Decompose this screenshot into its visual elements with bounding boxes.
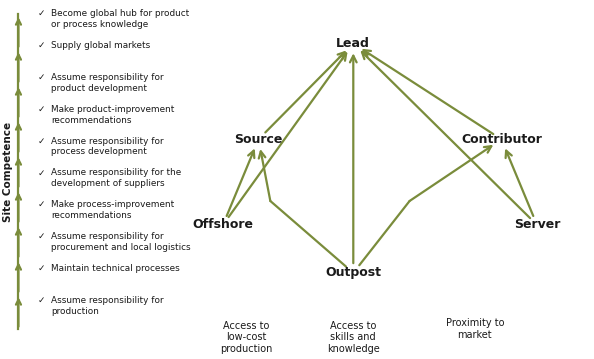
- Text: Assume responsibility for
product development: Assume responsibility for product develo…: [51, 73, 164, 93]
- Text: Supply global markets: Supply global markets: [51, 41, 150, 50]
- Text: Proximity to
market: Proximity to market: [446, 318, 504, 340]
- Text: Make product-improvement
recommendations: Make product-improvement recommendations: [51, 105, 175, 125]
- Text: Make process-improvement
recommendations: Make process-improvement recommendations: [51, 200, 174, 220]
- Text: Source: Source: [234, 133, 283, 146]
- Text: Access to
low-cost
production: Access to low-cost production: [220, 321, 273, 354]
- Text: ✓: ✓: [37, 296, 45, 305]
- Text: Maintain technical processes: Maintain technical processes: [51, 264, 180, 273]
- Text: ✓: ✓: [37, 137, 45, 146]
- Text: ✓: ✓: [37, 264, 45, 273]
- Text: ✓: ✓: [37, 232, 45, 241]
- Text: ✓: ✓: [37, 73, 45, 82]
- Text: ✓: ✓: [37, 41, 45, 50]
- Text: Assume responsibility for
procurement and local logistics: Assume responsibility for procurement an…: [51, 232, 191, 252]
- Text: Contributor: Contributor: [461, 133, 542, 146]
- Text: Assume responsibility for the
development of suppliers: Assume responsibility for the developmen…: [51, 168, 181, 188]
- Text: Access to
skills and
knowledge: Access to skills and knowledge: [327, 321, 380, 354]
- Text: ✓: ✓: [37, 9, 45, 18]
- Text: Become global hub for product
or process knowledge: Become global hub for product or process…: [51, 9, 189, 29]
- Text: Offshore: Offshore: [192, 219, 254, 232]
- Text: Assume responsibility for
process development: Assume responsibility for process develo…: [51, 137, 164, 157]
- Text: Site Competence: Site Competence: [4, 122, 14, 222]
- Text: Assume responsibility for
production: Assume responsibility for production: [51, 296, 164, 316]
- Text: ✓: ✓: [37, 200, 45, 209]
- Text: Server: Server: [514, 219, 560, 232]
- Text: Outpost: Outpost: [326, 266, 381, 279]
- Text: ✓: ✓: [37, 168, 45, 177]
- Text: ✓: ✓: [37, 105, 45, 114]
- Text: Lead: Lead: [336, 37, 370, 50]
